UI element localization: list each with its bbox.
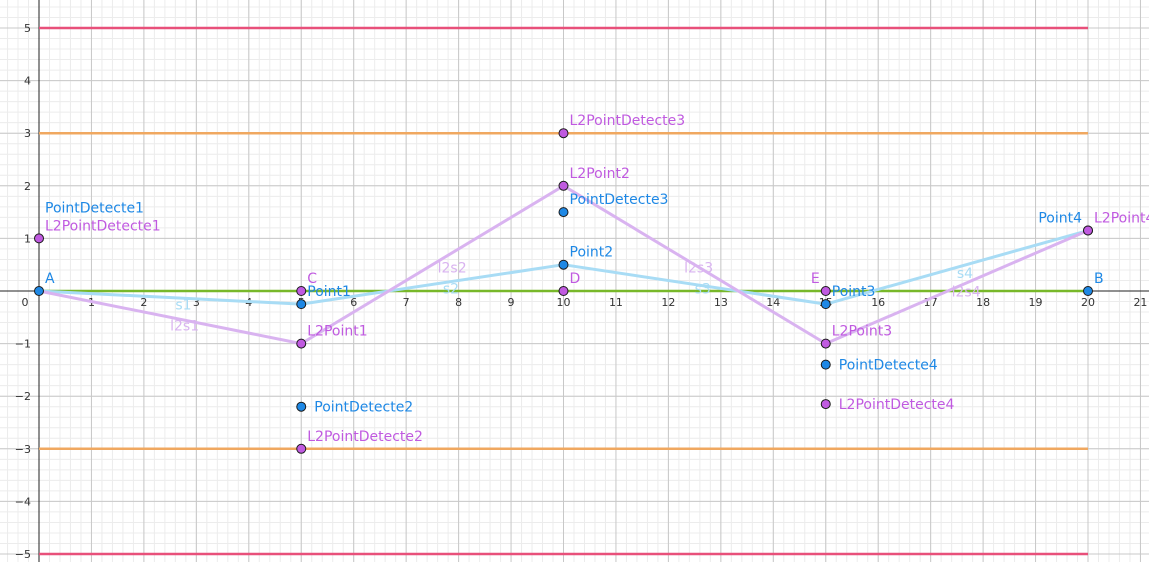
- x-tick-label: 8: [455, 296, 462, 309]
- point-label: Point4: [1038, 211, 1082, 227]
- segment-label: s3: [695, 282, 711, 298]
- point-marker: [820, 399, 831, 410]
- point-marker: [1083, 225, 1093, 236]
- x-tick-label: 16: [871, 296, 885, 309]
- point-label: Point3: [832, 284, 876, 300]
- x-tick-label: 9: [508, 296, 515, 309]
- point-marker: [296, 338, 307, 349]
- point-marker: [296, 401, 307, 412]
- segment-label: l2s4: [952, 284, 981, 300]
- point-marker: [820, 338, 831, 349]
- point-marker: [296, 443, 307, 454]
- segment-label: s1: [175, 297, 191, 313]
- x-tick-label: 13: [714, 296, 728, 309]
- x-tick-label: 18: [976, 296, 990, 309]
- point-marker: [558, 180, 569, 191]
- point-label: C: [307, 271, 317, 287]
- point-marker: [1083, 286, 1093, 296]
- point-marker: [558, 259, 569, 270]
- y-tick-label: 5: [24, 22, 31, 35]
- point-label: L2Point2: [570, 166, 630, 182]
- segment-label: l2s2: [438, 261, 467, 277]
- x-tick-label: 3: [193, 296, 200, 309]
- point-label: E: [811, 271, 820, 287]
- x-tick-label: 14: [766, 296, 780, 309]
- x-tick-label: 12: [661, 296, 675, 309]
- point-label: L2PointDetecte1: [45, 218, 161, 234]
- point-label: Point1: [307, 284, 351, 300]
- segment-label: s4: [957, 266, 973, 282]
- x-tick-label: 11: [609, 296, 623, 309]
- point-marker: [34, 286, 44, 296]
- y-tick-label: 3: [24, 127, 31, 140]
- x-tick-label: 19: [1029, 296, 1043, 309]
- point-label: L2Point3: [832, 324, 892, 340]
- y-tick-label: 2: [24, 180, 31, 193]
- x-tick-label: 10: [557, 296, 571, 309]
- y-tick-label: −4: [15, 495, 31, 508]
- x-tick-label: 20: [1081, 296, 1095, 309]
- segment-label: s2: [443, 282, 459, 298]
- point-marker: [820, 299, 831, 310]
- point-label: L2Point4: [1094, 211, 1149, 227]
- x-tick-label: 7: [403, 296, 410, 309]
- point-marker: [558, 207, 569, 218]
- x-tick-label: 21: [1133, 296, 1147, 309]
- point-label: L2PointDetecte2: [307, 429, 423, 445]
- y-tick-label: −3: [15, 443, 31, 456]
- y-tick-label: −2: [15, 390, 31, 403]
- x-tick-label: 6: [350, 296, 357, 309]
- point-marker: [34, 233, 44, 244]
- y-tick-label: −5: [15, 548, 31, 561]
- point-label: PointDetecte1: [45, 200, 144, 216]
- point-label: PointDetecte4: [839, 358, 938, 374]
- point-label: B: [1094, 271, 1104, 287]
- point-label: PointDetecte2: [314, 400, 413, 416]
- point-label: A: [45, 271, 55, 287]
- point-marker: [296, 286, 307, 296]
- point-marker: [820, 359, 831, 370]
- point-marker: [558, 128, 569, 139]
- x-tick-label: 2: [140, 296, 147, 309]
- point-marker: [820, 286, 831, 296]
- point-label: D: [570, 271, 581, 287]
- point-marker: [558, 286, 569, 296]
- point-label: L2PointDetecte4: [839, 397, 955, 413]
- y-tick-label: 1: [24, 232, 31, 245]
- point-marker: [296, 299, 307, 310]
- segment-label: l2s1: [170, 318, 199, 334]
- y-tick-label: −1: [15, 338, 31, 351]
- point-label: Point2: [570, 245, 614, 261]
- point-label: L2Point1: [307, 324, 367, 340]
- y-tick-label: 4: [24, 75, 31, 88]
- point-label: PointDetecte3: [570, 192, 669, 208]
- point-label: L2PointDetecte3: [570, 113, 686, 129]
- origin-tick-label: 0: [22, 296, 29, 309]
- segment-label: l2s3: [684, 261, 713, 277]
